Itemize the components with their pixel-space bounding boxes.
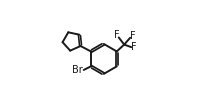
Text: F: F [130, 31, 135, 41]
Text: F: F [131, 42, 137, 52]
Text: Br: Br [72, 65, 83, 75]
Text: F: F [113, 31, 119, 41]
